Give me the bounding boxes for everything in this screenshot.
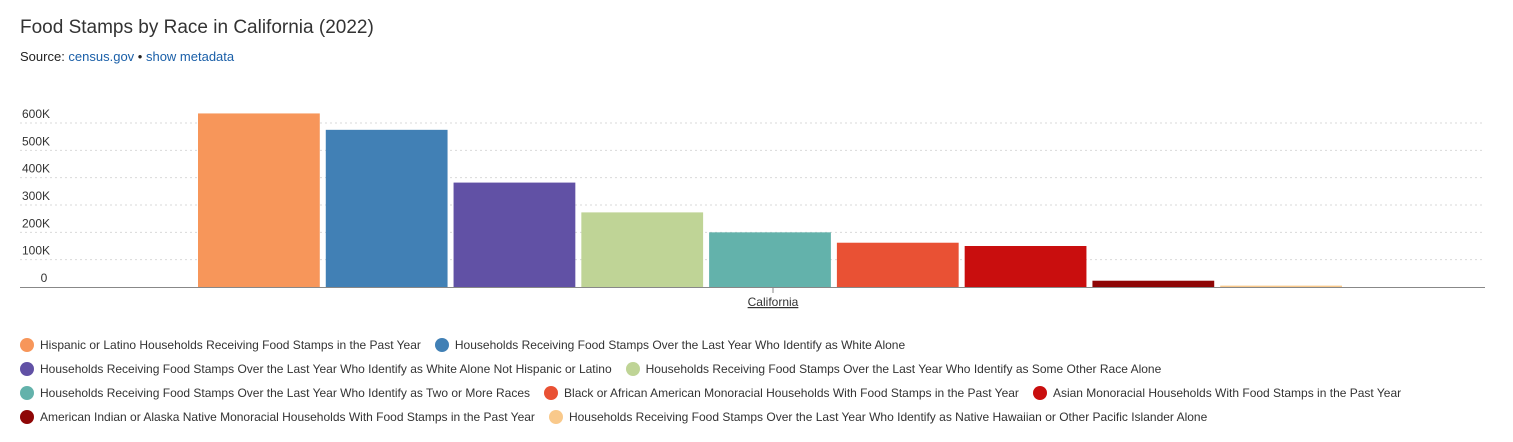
legend-swatch-icon — [544, 386, 559, 400]
bar[interactable] — [198, 113, 320, 287]
bar[interactable] — [836, 242, 959, 287]
legend-label: Households Receiving Food Stamps Over th… — [454, 338, 906, 352]
legend-swatch-icon — [548, 410, 563, 424]
source-separator: • — [134, 49, 146, 64]
chart-title: Food Stamps by Race in California (2022) — [20, 17, 374, 38]
bar[interactable] — [1220, 285, 1342, 287]
legend-label: American Indian or Alaska Native Monorac… — [40, 410, 535, 424]
legend-swatch-icon — [20, 410, 34, 424]
y-tick-label: 400K — [22, 162, 50, 176]
legend-item[interactable]: Households Receiving Food Stamps Over th… — [20, 362, 612, 376]
show-metadata-link[interactable]: show metadata — [145, 49, 235, 64]
legend-item[interactable]: Black or African American Monoracial Hou… — [544, 386, 1019, 400]
y-tick-label: 600K — [22, 107, 50, 121]
legend-item[interactable]: Asian Monoracial Households With Food St… — [1032, 386, 1402, 400]
bar[interactable] — [964, 246, 1087, 287]
bar[interactable] — [709, 232, 831, 287]
legend-row: Households Receiving Food Stamps Over th… — [20, 381, 1500, 405]
x-axis: California — [20, 287, 1485, 309]
legend-row: Hispanic or Latino Households Receiving … — [20, 333, 1500, 357]
bar[interactable] — [1092, 280, 1215, 287]
source-line: Source: census.gov • show metadata — [20, 49, 234, 64]
legend-item[interactable]: Households Receiving Food Stamps Over th… — [625, 362, 1162, 376]
legend-label: Asian Monoracial Households With Food St… — [1052, 386, 1402, 400]
legend-swatch-icon — [434, 338, 449, 352]
y-tick-label: 500K — [22, 134, 50, 148]
legend-label: Households Receiving Food Stamps Over th… — [40, 362, 612, 376]
legend-label: Households Receiving Food Stamps Over th… — [40, 386, 531, 400]
gridlines — [20, 122, 1485, 261]
legend-item[interactable]: Households Receiving Food Stamps Over th… — [434, 338, 906, 352]
source-link[interactable]: census.gov — [68, 49, 135, 64]
legend-label: Black or African American Monoracial Hou… — [564, 386, 1019, 400]
legend-label: Households Receiving Food Stamps Over th… — [568, 410, 1208, 424]
legend-swatch-icon — [20, 338, 34, 352]
legend-item[interactable]: Households Receiving Food Stamps Over th… — [548, 410, 1208, 424]
source-prefix: Source: — [20, 49, 69, 64]
legend-label: Hispanic or Latino Households Receiving … — [40, 338, 421, 352]
y-tick-label: 100K — [22, 244, 50, 258]
legend-swatch-icon — [20, 362, 34, 376]
y-axis-ticks: 0 100K 200K 300K 400K 500K 600K — [22, 107, 50, 285]
legend-swatch-icon — [20, 386, 34, 400]
legend-swatch-icon — [625, 362, 640, 376]
y-tick-label: 0 — [41, 271, 48, 285]
bar-chart: 0 100K 200K 300K 400K 500K 600K California — [20, 107, 1485, 309]
legend-label: Households Receiving Food Stamps Over th… — [645, 362, 1162, 376]
legend-item[interactable]: Hispanic or Latino Households Receiving … — [20, 338, 421, 352]
bar[interactable] — [325, 129, 448, 287]
bar[interactable] — [453, 182, 576, 287]
x-tick-label[interactable]: California — [748, 295, 799, 309]
bars — [198, 113, 1342, 287]
legend-row: American Indian or Alaska Native Monorac… — [20, 405, 1500, 429]
legend-row: Households Receiving Food Stamps Over th… — [20, 357, 1500, 381]
legend-swatch-icon — [1032, 386, 1047, 400]
y-tick-label: 200K — [22, 216, 50, 230]
bar[interactable] — [581, 212, 704, 287]
y-tick-label: 300K — [22, 189, 50, 203]
chart-legend: Hispanic or Latino Households Receiving … — [20, 333, 1500, 429]
legend-item[interactable]: Households Receiving Food Stamps Over th… — [20, 386, 530, 400]
legend-item[interactable]: American Indian or Alaska Native Monorac… — [20, 410, 535, 424]
